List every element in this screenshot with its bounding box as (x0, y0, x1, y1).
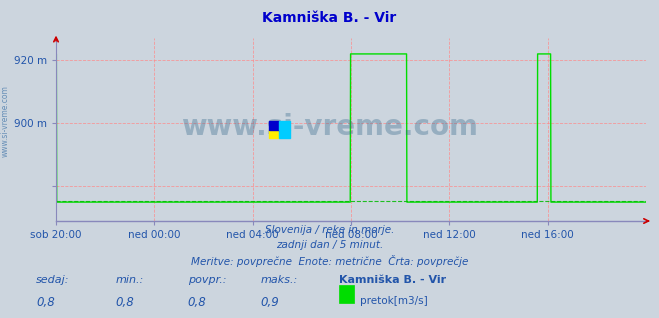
Text: Slovenija / reke in morje.: Slovenija / reke in morje. (265, 225, 394, 235)
Text: maks.:: maks.: (260, 275, 298, 285)
Text: www.si-vreme.com: www.si-vreme.com (1, 85, 10, 157)
Text: Meritve: povprečne  Enote: metrične  Črta: povprečje: Meritve: povprečne Enote: metrične Črta:… (191, 255, 468, 267)
Text: Kamniška B. - Vir: Kamniška B. - Vir (262, 11, 397, 25)
Text: sedaj:: sedaj: (36, 275, 70, 285)
Text: www.si-vreme.com: www.si-vreme.com (181, 113, 478, 141)
Text: zadnji dan / 5 minut.: zadnji dan / 5 minut. (276, 240, 383, 250)
Text: 0,9: 0,9 (260, 296, 279, 309)
Text: min.:: min.: (115, 275, 144, 285)
Text: 0,8: 0,8 (36, 296, 55, 309)
Text: 0,8: 0,8 (188, 296, 206, 309)
Text: pretok[m3/s]: pretok[m3/s] (360, 296, 428, 306)
Text: Kamniška B. - Vir: Kamniška B. - Vir (339, 275, 447, 285)
Text: 0,8: 0,8 (115, 296, 134, 309)
Text: povpr.:: povpr.: (188, 275, 226, 285)
